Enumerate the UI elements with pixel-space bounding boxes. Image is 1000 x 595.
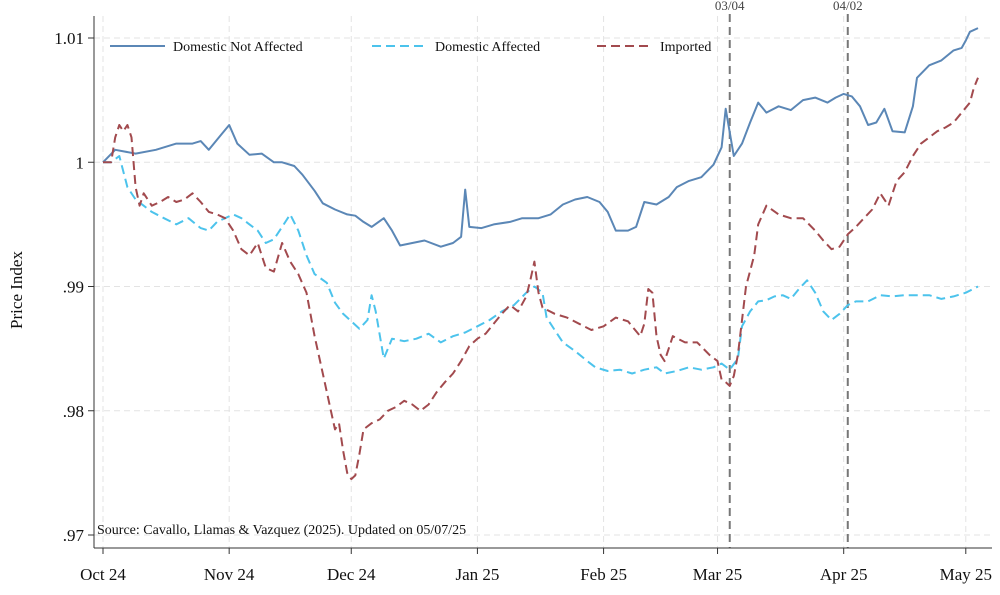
y-tick-label: 1 <box>76 153 85 172</box>
y-tick-label: 1.01 <box>54 29 84 48</box>
x-tick-label: May 25 <box>940 565 992 584</box>
x-tick-label: Nov 24 <box>204 565 255 584</box>
y-tick-label: .98 <box>63 402 84 421</box>
x-tick-label: Apr 25 <box>820 565 868 584</box>
grid <box>94 16 992 548</box>
series-line-imported <box>103 77 979 481</box>
event-lines: 03/04 04/02 <box>715 0 863 548</box>
legend: Domestic Not Affected Domestic Affected Im… <box>110 40 711 55</box>
x-tick-label: Feb 25 <box>580 565 627 584</box>
legend-label: Imported <box>660 40 711 55</box>
y-tick-label: .99 <box>63 278 84 297</box>
tick-labels: .97 .98 .99 1 1.01 Oct 24 Nov 24 Dec 24 Jan 25 Fe… <box>54 29 992 584</box>
event-line-label: 04/02 <box>833 0 863 13</box>
x-tick-label: Oct 24 <box>80 565 126 584</box>
legend-label: Domestic Affected <box>435 40 540 55</box>
series-lines <box>102 27 979 481</box>
series-line-domestic-not-affected <box>102 27 979 248</box>
x-tick-label: Mar 25 <box>693 565 743 584</box>
y-tick-label: .97 <box>63 526 85 545</box>
y-axis-title: Price Index <box>7 251 26 329</box>
legend-label: Domestic Not Affected <box>173 40 303 55</box>
axes <box>88 16 992 554</box>
event-line-label: 03/04 <box>715 0 745 13</box>
x-tick-label: Dec 24 <box>327 565 376 584</box>
x-tick-label: Jan 25 <box>455 565 499 584</box>
series-line-domestic-affected <box>103 155 979 375</box>
source-note: Source: Cavallo, Llamas & Vazquez (2025)… <box>97 523 466 538</box>
